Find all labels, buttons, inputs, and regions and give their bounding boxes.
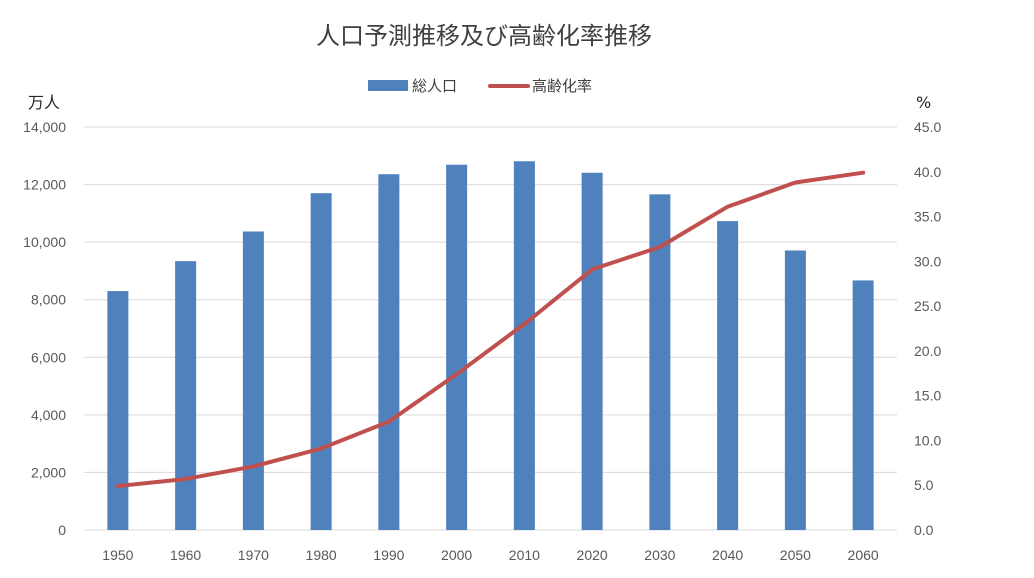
x-tick-label: 1970 (238, 547, 269, 563)
x-tick-label: 1960 (170, 547, 201, 563)
x-tick-label: 2040 (712, 547, 743, 563)
population-bars (107, 161, 874, 531)
right-tick-label: 10.0 (914, 432, 941, 448)
population-bar (649, 194, 671, 530)
chart-title: 人口予測推移及び高齢化率推移 (316, 22, 652, 50)
population-bar (446, 164, 468, 530)
left-tick-label: 12,000 (23, 177, 66, 193)
legend-swatch-population (368, 80, 408, 91)
legend-label-population: 総人口 (412, 77, 457, 95)
x-tick-label: 2060 (848, 547, 879, 563)
aging-rate-series-line (115, 170, 866, 489)
x-tick-label: 1980 (306, 547, 337, 563)
right-axis: 0.0 5.0 10.0 15.0 20.0 25.0 30.0 35.0 40.0 45.0 (914, 119, 941, 538)
legend-label-aging-rate: 高齢化率 (532, 77, 592, 95)
population-bar (581, 172, 603, 530)
left-tick-label: 2,000 (31, 464, 66, 480)
x-tick-label: 2000 (441, 547, 472, 563)
right-tick-label: 40.0 (914, 164, 941, 180)
x-tick-label: 1950 (102, 547, 133, 563)
left-axis: 0 2,000 4,000 6,000 8,000 10,000 12,000 14,000 (23, 119, 66, 538)
left-tick-label: 6,000 (31, 349, 66, 365)
right-tick-label: 35.0 (914, 209, 941, 225)
left-axis-unit: 万人 (28, 93, 60, 112)
population-bar (175, 261, 197, 530)
population-bar (717, 221, 739, 531)
population-bar (107, 291, 129, 530)
gridlines (84, 126, 897, 531)
left-tick-label: 0 (58, 522, 66, 538)
x-axis: 1950 1960 1970 1980 1990 2000 2010 2020 2030 2040… (102, 547, 879, 563)
population-bar (513, 161, 535, 530)
right-tick-label: 0.0 (914, 522, 934, 538)
legend: 総人口 高齢化率 (368, 77, 592, 95)
population-bar (242, 231, 264, 531)
left-tick-label: 14,000 (23, 119, 66, 135)
right-tick-label: 20.0 (914, 343, 941, 359)
right-tick-label: 45.0 (914, 119, 941, 135)
population-bar (784, 250, 806, 530)
aging-rate-line (115, 170, 866, 489)
x-tick-label: 2020 (577, 547, 608, 563)
x-tick-label: 2010 (509, 547, 540, 563)
left-tick-label: 8,000 (31, 292, 66, 308)
right-tick-label: 30.0 (914, 253, 941, 269)
right-tick-label: 15.0 (914, 388, 941, 404)
population-bar (378, 174, 400, 531)
right-tick-label: 5.0 (914, 477, 934, 493)
population-bar (310, 193, 332, 530)
x-tick-label: 2030 (644, 547, 675, 563)
right-tick-label: 25.0 (914, 298, 941, 314)
left-tick-label: 4,000 (31, 407, 66, 423)
right-axis-unit: % (916, 93, 931, 112)
x-tick-label: 1990 (373, 547, 404, 563)
left-tick-label: 10,000 (23, 234, 66, 250)
population-bar (852, 280, 874, 530)
x-tick-label: 2050 (780, 547, 811, 563)
